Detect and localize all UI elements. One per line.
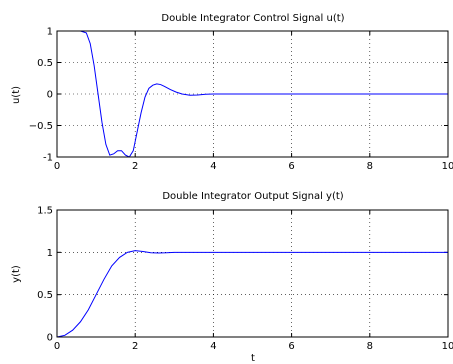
- control-signal-ytick-label: 1: [47, 27, 53, 38]
- control-signal-yticks: -1 −0.5 0 0.5 1: [29, 27, 448, 164]
- output-signal-ytick-label: 1: [47, 248, 53, 259]
- control-signal-ylabel: u(t): [11, 86, 22, 104]
- output-signal-xtick-label: 4: [210, 341, 216, 352]
- output-signal-title: Double Integrator Output Signal y(t): [162, 191, 343, 202]
- control-signal-xtick-label: 6: [288, 161, 294, 172]
- control-signal-line: [57, 30, 448, 158]
- output-signal-xtick-label: 6: [288, 341, 294, 352]
- control-signal-frame: [56, 30, 449, 158]
- output-signal-xtick-label: 2: [132, 341, 138, 352]
- control-signal-xtick-label: 0: [54, 161, 60, 172]
- output-signal-ylabel: y(t): [11, 265, 22, 283]
- control-signal-title: Double Integrator Control Signal u(t): [161, 13, 344, 24]
- output-signal-ytick-label: 0: [47, 333, 53, 344]
- output-signal-ytick-label: 1.5: [37, 206, 53, 217]
- control-signal-axes: Double Integrator Control Signal u(t) u(…: [11, 13, 453, 172]
- control-signal-xtick-label: 8: [367, 161, 373, 172]
- output-signal-xtick-label: 8: [367, 341, 373, 352]
- control-signal-ytick-label: −0.5: [29, 121, 53, 132]
- control-signal-xtick-label: 10: [442, 161, 453, 172]
- output-signal-xtick-label: 10: [442, 341, 453, 352]
- output-signal-xtick-label: 0: [54, 341, 60, 352]
- output-signal-frame: [56, 209, 449, 338]
- output-signal-xticks: 0 2 4 6 8 10: [54, 210, 453, 352]
- output-signal-yticks: 0 0.5 1 1.5: [37, 206, 448, 344]
- control-signal-xtick-label: 4: [210, 161, 216, 172]
- output-signal-line: [56, 250, 448, 338]
- output-signal-axes: Double Integrator Output Signal y(t) y(t…: [11, 191, 453, 364]
- control-signal-ytick-label: -1: [43, 153, 53, 164]
- output-signal-grid: [57, 210, 448, 337]
- control-signal-ytick-label: 0: [47, 90, 53, 101]
- output-signal-xlabel: t: [251, 353, 255, 364]
- control-signal-grid: [57, 31, 448, 157]
- control-signal-ytick-label: 0.5: [37, 58, 53, 69]
- output-signal-ytick-label: 0.5: [37, 290, 53, 301]
- control-signal-xtick-label: 2: [132, 161, 138, 172]
- control-signal-xticks: 0 2 4 6 8 10: [54, 31, 453, 172]
